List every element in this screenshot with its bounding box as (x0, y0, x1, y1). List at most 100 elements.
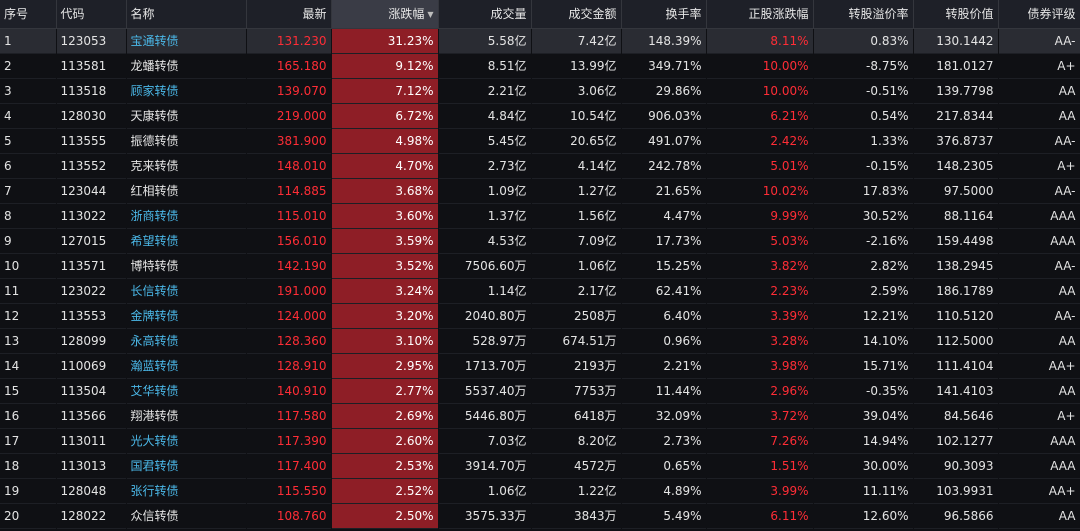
table-row[interactable]: 17 113011 光大转债 117.390 2.60% 7.03亿 8.20亿 2.73% 7… (0, 428, 1080, 453)
table-row[interactable]: 9 127015 希望转债 156.010 3.59% 4.53亿 7.09亿 17.73% 5… (0, 228, 1080, 253)
row-premium: 11.11% (862, 483, 909, 498)
row-index: 7 (4, 183, 12, 198)
row-price: 115.550 (276, 483, 327, 498)
row-index: 16 (4, 408, 20, 423)
table-row[interactable]: 18 113013 国君转债 117.400 2.53% 3914.70万 4572万 0.6… (0, 453, 1080, 478)
col-header-index[interactable]: 序号 (0, 0, 57, 29)
row-conv-value: 148.2305 (936, 158, 994, 173)
col-header-stock-change[interactable]: 正股涨跌幅 (706, 0, 814, 29)
row-rating: AA- (1054, 33, 1076, 48)
col-header-change[interactable]: 涨跌幅 ▼ (331, 0, 439, 29)
row-name[interactable]: 长信转债 (130, 284, 179, 298)
row-change: 2.95% (331, 353, 438, 378)
col-header-price[interactable]: 最新 (246, 0, 332, 29)
table-row[interactable]: 12 113553 金牌转债 124.000 3.20% 2040.80万 2508万 6.4… (0, 303, 1080, 328)
row-turnover: 62.41% (655, 283, 702, 298)
row-index: 4 (4, 108, 12, 123)
row-name[interactable]: 永高转债 (130, 334, 179, 348)
row-name[interactable]: 天康转债 (130, 109, 179, 123)
table-row[interactable]: 14 110069 瀚蓝转债 128.910 2.95% 1713.70万 2193万 2.2… (0, 353, 1080, 378)
row-volume: 5.45亿 (487, 134, 527, 148)
row-premium: 30.00% (862, 458, 909, 473)
table-row[interactable]: 10 113571 博特转债 142.190 3.52% 7506.60万 1.06亿 15.… (0, 253, 1080, 278)
table-row[interactable]: 6 113552 克来转债 148.010 4.70% 2.73亿 4.14亿 242.78%… (0, 153, 1080, 178)
row-amount: 2193万 (573, 359, 617, 373)
row-name[interactable]: 宝通转债 (130, 34, 179, 48)
table-row[interactable]: 13 128099 永高转债 128.360 3.10% 528.97万 674.51万 0.… (0, 328, 1080, 353)
table-row[interactable]: 20 128022 众信转债 108.760 2.50% 3575.33万 3843万 5.4… (0, 503, 1080, 528)
col-header-amount[interactable]: 成交金额 (531, 0, 622, 29)
row-amount: 674.51万 (562, 334, 617, 348)
row-premium: 0.83% (870, 33, 909, 48)
row-conv-value: 111.4104 (936, 358, 994, 373)
table-row[interactable]: 7 123044 红相转债 114.885 3.68% 1.09亿 1.27亿 21.65% 1… (0, 178, 1080, 203)
col-label: 转股溢价率 (848, 7, 909, 22)
row-premium: 1.33% (870, 133, 909, 148)
row-name[interactable]: 瀚蓝转债 (130, 359, 179, 373)
row-name[interactable]: 振德转债 (130, 134, 179, 148)
table-row[interactable]: 19 128048 张行转债 115.550 2.52% 1.06亿 1.22亿 4.89% 3… (0, 478, 1080, 503)
col-header-volume[interactable]: 成交量 (438, 0, 532, 29)
row-name[interactable]: 张行转债 (130, 484, 179, 498)
row-volume: 1713.70万 (464, 359, 527, 373)
row-change: 2.69% (331, 403, 438, 428)
row-change: 6.72% (331, 103, 438, 128)
table-row[interactable]: 8 113022 浙商转债 115.010 3.60% 1.37亿 1.56亿 4.47% 9.… (0, 203, 1080, 228)
table-row[interactable]: 1 123053 宝通转债 131.230 31.23% 5.58亿 7.42亿 148.39… (0, 28, 1080, 53)
col-header-premium[interactable]: 转股溢价率 (813, 0, 914, 29)
row-index: 2 (4, 58, 12, 73)
row-name[interactable]: 克来转债 (130, 159, 179, 173)
row-premium: 12.21% (862, 308, 909, 323)
row-name[interactable]: 金牌转债 (130, 309, 179, 323)
table-row[interactable]: 16 113566 翔港转债 117.580 2.69% 5446.80万 6418万 32.… (0, 403, 1080, 428)
table-row[interactable]: 5 113555 振德转债 381.900 4.98% 5.45亿 20.65亿 491.07… (0, 128, 1080, 153)
row-premium: 39.04% (862, 408, 909, 423)
sort-desc-icon: ▼ (427, 10, 434, 20)
row-amount: 7.09亿 (577, 234, 617, 248)
row-name[interactable]: 艾华转债 (130, 384, 179, 398)
table-row[interactable]: 2 113581 龙蟠转债 165.180 9.12% 8.51亿 13.99亿 349.71… (0, 53, 1080, 78)
row-code: 113581 (60, 58, 107, 73)
col-header-code[interactable]: 代码 (56, 0, 127, 29)
table-row[interactable]: 15 113504 艾华转债 140.910 2.77% 5537.40万 7753万 11.… (0, 378, 1080, 403)
row-amount: 8.20亿 (577, 434, 617, 448)
col-header-rating[interactable]: 债券评级 (998, 0, 1080, 29)
row-premium: -0.51% (866, 83, 909, 98)
row-amount: 6418万 (573, 409, 617, 423)
row-index: 9 (4, 233, 12, 248)
table-row[interactable]: 3 113518 顾家转债 139.070 7.12% 2.21亿 3.06亿 29.86% 1… (0, 78, 1080, 103)
table-header-row: 序号 代码 名称 最新 涨跌幅 ▼ 成交量 成交金额 换手率 正股涨跌幅 转股溢价… (0, 0, 1080, 29)
col-header-turnover[interactable]: 换手率 (621, 0, 707, 29)
col-label: 正股涨跌幅 (748, 7, 809, 22)
row-turnover: 17.73% (655, 233, 702, 248)
table-row[interactable]: 4 128030 天康转债 219.000 6.72% 4.84亿 10.54亿 906.03… (0, 103, 1080, 128)
row-change: 2.60% (331, 428, 438, 453)
row-rating: AA (1058, 333, 1076, 348)
row-code: 113518 (60, 83, 107, 98)
row-name[interactable]: 龙蟠转债 (130, 59, 179, 73)
col-header-conv-value[interactable]: 转股价值 (913, 0, 999, 29)
row-name[interactable]: 希望转债 (130, 234, 179, 248)
row-name[interactable]: 博特转债 (130, 259, 179, 273)
row-rating: AA- (1054, 183, 1076, 198)
row-price: 165.180 (276, 58, 327, 73)
row-volume: 3575.33万 (464, 509, 527, 523)
col-header-name[interactable]: 名称 (126, 0, 247, 29)
row-name[interactable]: 翔港转债 (130, 409, 179, 423)
row-name[interactable]: 红相转债 (130, 184, 179, 198)
row-name[interactable]: 光大转债 (130, 434, 179, 448)
col-label: 涨跌幅 (388, 7, 425, 22)
row-turnover: 4.47% (663, 208, 702, 223)
table-row[interactable]: 11 123022 长信转债 191.000 3.24% 1.14亿 2.17亿 62.41%… (0, 278, 1080, 303)
row-turnover: 2.73% (663, 433, 702, 448)
row-index: 19 (4, 483, 20, 498)
row-name[interactable]: 浙商转债 (130, 209, 179, 223)
row-volume: 3914.70万 (464, 459, 527, 473)
row-turnover: 11.44% (655, 383, 702, 398)
row-name[interactable]: 顾家转债 (130, 84, 179, 98)
row-name[interactable]: 国君转债 (130, 459, 179, 473)
row-rating: AA (1058, 283, 1076, 298)
row-price: 140.910 (276, 383, 327, 398)
row-name[interactable]: 众信转债 (130, 509, 179, 523)
row-turnover: 242.78% (648, 158, 702, 173)
